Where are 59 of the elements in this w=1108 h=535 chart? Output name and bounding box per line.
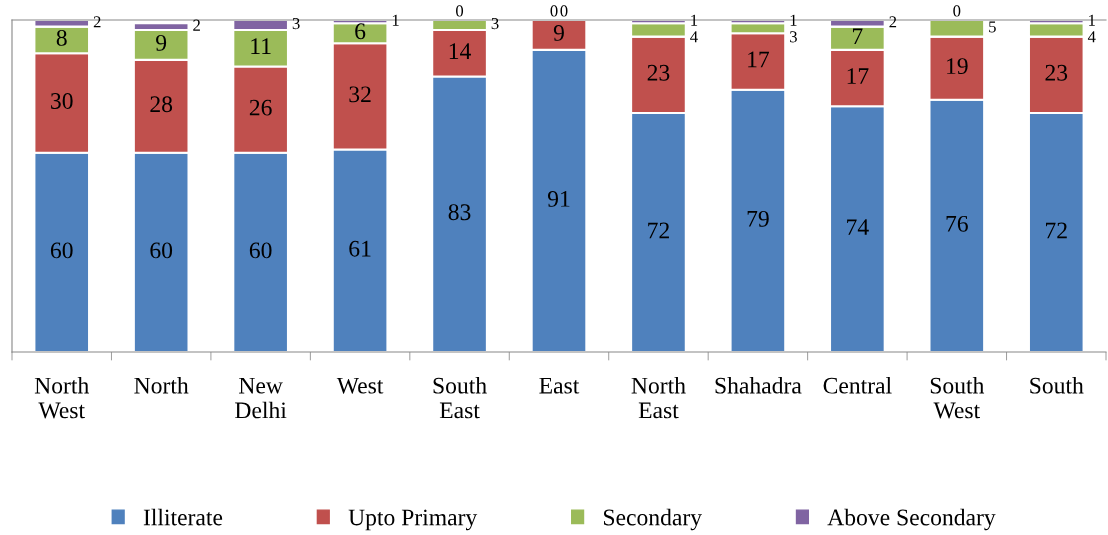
x-tick-label: New Delhi bbox=[235, 377, 287, 419]
data-label: 72 bbox=[648, 222, 669, 239]
data-label: 1 bbox=[1089, 14, 1095, 26]
data-label: 72 bbox=[1046, 222, 1067, 239]
data-label: 17 bbox=[847, 68, 869, 84]
data-label: 23 bbox=[647, 64, 670, 81]
data-label: 17 bbox=[748, 51, 770, 68]
data-label: 91 bbox=[547, 190, 570, 207]
data-label: 5 bbox=[989, 21, 996, 33]
data-label: 3 bbox=[790, 31, 797, 43]
x-tick-label: South West bbox=[930, 377, 985, 419]
data-label: 0 bbox=[560, 5, 568, 17]
data-label: 4 bbox=[1087, 31, 1096, 43]
data-label: 9 bbox=[156, 34, 167, 51]
data-label: 8 bbox=[56, 29, 67, 46]
data-label: 26 bbox=[249, 99, 272, 116]
data-label: 61 bbox=[349, 240, 371, 257]
data-label: 2 bbox=[889, 16, 897, 28]
data-label: 11 bbox=[251, 38, 271, 54]
data-label: 0 bbox=[456, 5, 464, 17]
data-label: 4 bbox=[690, 31, 698, 43]
legend-label: Illiterate bbox=[143, 508, 223, 526]
data-label: 23 bbox=[1045, 64, 1068, 81]
data-label: 2 bbox=[93, 16, 101, 28]
x-tick-label: North bbox=[134, 377, 189, 394]
legend-label: Upto Primary bbox=[348, 509, 478, 531]
x-tick-label: West bbox=[336, 377, 384, 394]
legend-label: Above Secondary bbox=[827, 508, 996, 531]
data-label: 2 bbox=[193, 19, 200, 31]
data-label: 60 bbox=[249, 242, 272, 259]
data-label: 60 bbox=[150, 242, 173, 259]
data-label: 1 bbox=[392, 14, 399, 26]
data-label: 83 bbox=[448, 204, 471, 221]
data-label: 32 bbox=[349, 86, 371, 103]
x-tick-label: Central bbox=[823, 377, 892, 394]
data-label: 74 bbox=[847, 219, 869, 235]
data-label: 9 bbox=[553, 24, 564, 41]
data-label: 60 bbox=[50, 242, 73, 259]
x-tick-label: South East bbox=[433, 377, 487, 419]
data-label: 3 bbox=[491, 17, 499, 30]
data-label: 6 bbox=[355, 23, 366, 40]
data-label: 28 bbox=[150, 96, 173, 113]
data-label: 1 bbox=[691, 14, 698, 26]
x-tick-label: East bbox=[539, 377, 580, 394]
x-tick-label: North East bbox=[631, 377, 686, 419]
data-label: 1 bbox=[790, 14, 797, 26]
x-tick-label: North West bbox=[34, 377, 89, 419]
x-tick-label: Shahadra bbox=[715, 377, 802, 394]
data-label: 14 bbox=[449, 43, 471, 59]
data-label: 19 bbox=[947, 58, 968, 75]
data-label: 79 bbox=[747, 210, 769, 227]
data-label: 76 bbox=[946, 215, 968, 232]
data-label: 3 bbox=[292, 17, 300, 30]
legend-label: Secondary bbox=[603, 508, 702, 531]
data-label: 0 bbox=[953, 5, 961, 17]
x-tick-label: South bbox=[1030, 377, 1084, 394]
data-label: 7 bbox=[853, 28, 863, 44]
data-label: 0 bbox=[550, 5, 558, 17]
data-label: 30 bbox=[51, 92, 73, 109]
